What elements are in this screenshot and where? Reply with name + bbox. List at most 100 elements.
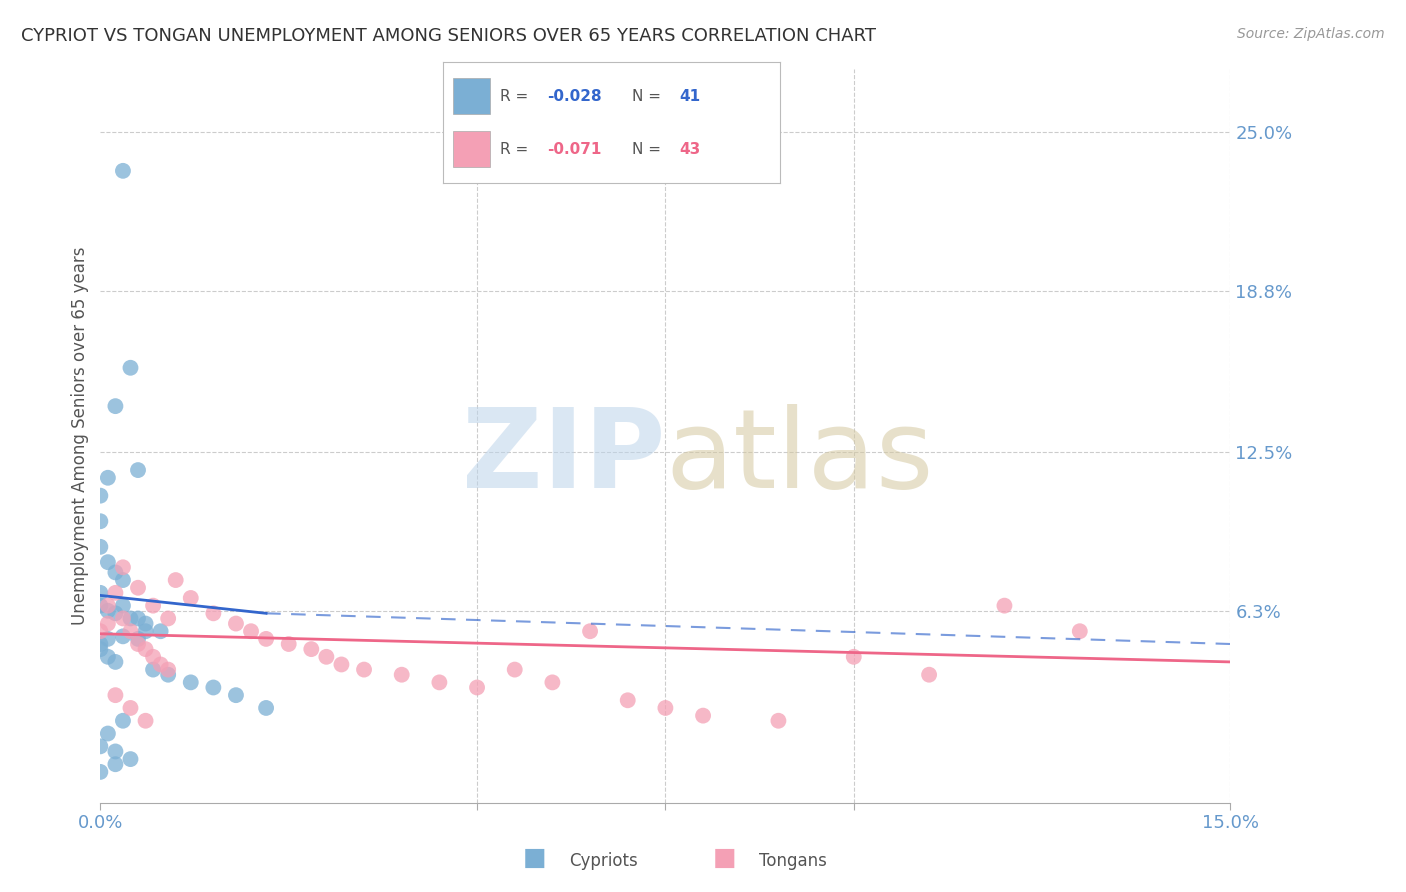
Point [157,663,180,677]
Text: R =: R = [501,88,533,103]
Point [240,624,263,639]
Point [842,649,865,664]
Point [111,560,134,574]
Point [89,599,111,613]
Text: R =: R = [501,142,533,157]
Point [135,616,157,631]
Text: ■: ■ [713,846,735,870]
Y-axis label: Unemployment Among Seniors over 65 years: Unemployment Among Seniors over 65 years [72,246,89,624]
Point [202,681,225,695]
Point [127,632,149,646]
Point [142,649,165,664]
Point [429,675,451,690]
Point [97,632,120,646]
Point [918,667,941,681]
Point [157,611,180,625]
Text: -0.071: -0.071 [547,142,602,157]
Point [120,360,142,375]
Text: ZIP: ZIP [463,404,665,511]
Point [654,701,676,715]
Point [541,675,564,690]
Point [97,471,120,485]
Point [97,555,120,569]
Point [353,663,375,677]
Point [89,540,111,554]
Point [120,752,142,766]
Point [89,514,111,528]
Point [299,642,322,657]
Point [104,688,127,702]
Point [149,657,172,672]
Point [111,599,134,613]
Text: CYPRIOT VS TONGAN UNEMPLOYMENT AMONG SENIORS OVER 65 YEARS CORRELATION CHART: CYPRIOT VS TONGAN UNEMPLOYMENT AMONG SEN… [21,27,876,45]
Point [97,599,120,613]
Point [120,624,142,639]
Point [142,599,165,613]
Text: 41: 41 [679,88,700,103]
Point [254,632,277,646]
Point [89,739,111,754]
Text: atlas: atlas [665,404,934,511]
Point [465,681,488,695]
Text: -0.028: -0.028 [547,88,602,103]
Point [180,591,202,605]
Point [165,573,187,587]
Point [616,693,638,707]
Point [330,657,353,672]
Point [202,607,225,621]
Point [97,604,120,618]
Text: N =: N = [631,88,665,103]
Point [111,573,134,587]
Point [104,607,127,621]
Point [97,726,120,740]
Point [579,624,602,639]
Point [97,649,120,664]
Text: Source: ZipAtlas.com: Source: ZipAtlas.com [1237,27,1385,41]
Text: 43: 43 [679,142,700,157]
Point [127,463,149,477]
Text: N =: N = [631,142,665,157]
Point [142,663,165,677]
Point [89,489,111,503]
Point [135,714,157,728]
Point [692,708,714,723]
Point [104,566,127,580]
Point [135,624,157,639]
Point [993,599,1015,613]
Text: ■: ■ [523,846,546,870]
Point [225,616,247,631]
Point [104,586,127,600]
Point [89,642,111,657]
Point [1069,624,1091,639]
Point [277,637,299,651]
FancyBboxPatch shape [453,131,491,167]
Point [104,399,127,413]
Text: Cypriots: Cypriots [569,852,638,870]
Text: Tongans: Tongans [759,852,827,870]
Point [391,667,413,681]
Point [127,581,149,595]
Point [127,637,149,651]
Point [104,655,127,669]
Point [127,611,149,625]
Point [89,586,111,600]
Point [89,637,111,651]
FancyBboxPatch shape [453,78,491,114]
Point [225,688,247,702]
Point [111,611,134,625]
Point [111,714,134,728]
Point [89,764,111,779]
Point [120,611,142,625]
Point [315,649,337,664]
Point [111,629,134,643]
Point [254,701,277,715]
Point [89,624,111,639]
Point [768,714,790,728]
Point [503,663,526,677]
Point [120,701,142,715]
Point [149,624,172,639]
Point [104,744,127,758]
Point [97,616,120,631]
Point [104,757,127,772]
Point [111,164,134,178]
